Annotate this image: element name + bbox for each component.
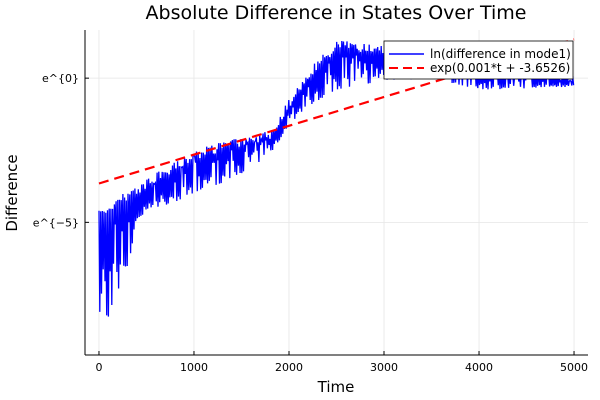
x-tick-label: 4000 xyxy=(465,361,493,374)
x-tick-label: 1000 xyxy=(180,361,208,374)
legend-label-blue: ln(difference in mode1) xyxy=(430,47,571,61)
ticks: 0 1000 2000 3000 4000 5000 e^{0} e^{−5} xyxy=(33,72,588,374)
x-axis-label: Time xyxy=(317,378,355,396)
legend-label-red: exp(0.001*t + -3.6526) xyxy=(430,61,570,75)
x-tick-label: 2000 xyxy=(275,361,303,374)
legend: ln(difference in mode1) exp(0.001*t + -3… xyxy=(383,40,574,80)
y-axis-label: Difference xyxy=(3,154,21,231)
chart-title: Absolute Difference in States Over Time xyxy=(146,2,527,24)
legend-box xyxy=(383,40,574,80)
y-tick-label: e^{−5} xyxy=(33,216,79,229)
plot-area xyxy=(98,38,575,317)
y-tick-label: e^{0} xyxy=(42,72,79,85)
series-line-exp-fit xyxy=(98,38,575,185)
x-tick-label: 3000 xyxy=(370,361,398,374)
series-line-difference xyxy=(98,40,575,317)
x-tick-label: 0 xyxy=(95,361,102,374)
x-tick-label: 5000 xyxy=(560,361,588,374)
